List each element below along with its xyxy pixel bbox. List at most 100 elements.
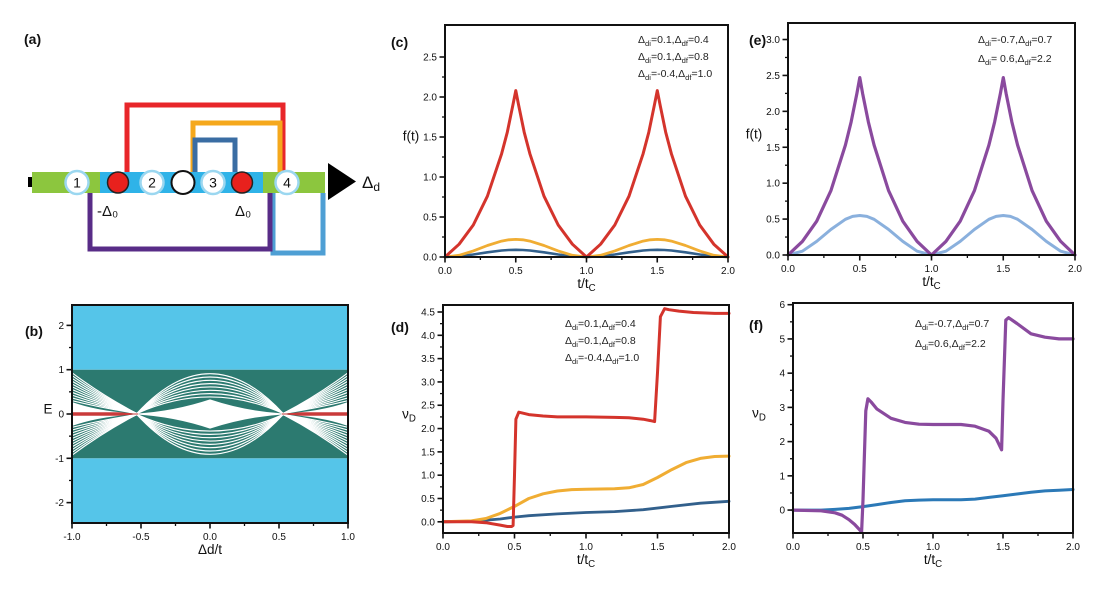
panel-c-xlabel: t/tC — [577, 276, 595, 294]
panel-e-ylabel: f(t) — [746, 126, 763, 141]
panel-f-legend-line: Δdi=-0.7,Δdf=0.7 — [915, 318, 989, 332]
panel-b-ytick: -2 — [55, 498, 64, 509]
panel-b-ytick: 0 — [58, 410, 64, 421]
panel-d-ytick: 2.5 — [421, 401, 435, 412]
panel-c-ytick: 0.0 — [423, 253, 437, 264]
panel-a-schematic: (a) Δd 1 2 3 4 — [24, 31, 380, 256]
panel-d-xtick: 1.0 — [579, 542, 593, 553]
panel-c-legend-line: Δdi=0.1,Δdf=0.8 — [638, 51, 709, 65]
site-1-number: 1 — [73, 175, 81, 191]
panel-f-ytick: 6 — [779, 300, 785, 311]
panel-b-xtick: 0.5 — [272, 532, 286, 543]
panel-c-legend-line: Δdi=-0.4,Δdf=1.0 — [638, 68, 712, 82]
panel-e-ytick: 0.5 — [766, 215, 780, 226]
panel-d-ytick: 4.0 — [421, 331, 435, 342]
panel-c-xtick: 1.0 — [580, 266, 594, 277]
panel-d-legend-line: Δdi=-0.4,Δdf=1.0 — [565, 352, 639, 366]
ingap-band — [72, 369, 348, 414]
panel-b-xtick: 1.0 — [341, 532, 355, 543]
panel-e-xtick: 0.5 — [853, 264, 867, 275]
panel-f-xtick: 0.0 — [786, 542, 800, 553]
bulk-band — [72, 458, 348, 523]
panel-e-xtick: 0.0 — [781, 264, 795, 275]
panel-c-legend-line: Δdi=0.1,Δdf=0.4 — [638, 34, 709, 48]
panel-d-chart: 0.0 0.5 1.0 1.5 2.0 0.0 0.5 1.0 1.5 2.0 2.5 3.0 3.5 4… — [402, 304, 736, 570]
panel-e-ytick: 2.5 — [766, 71, 780, 82]
panel-c-ytick: 0.5 — [423, 213, 437, 224]
panel-c-xtick: 2.0 — [721, 266, 735, 277]
panel-c-ytick: 2.5 — [423, 53, 437, 64]
vacancy-circle — [170, 170, 196, 195]
panel-c-ytick: 2.0 — [423, 93, 437, 104]
chart-layers: -1.0 -0.5 0.0 0.5 1.0 -2 -1 0 1 2 Δd/t E 0.0 0.5 1.0 1.… — [43, 22, 1082, 570]
panel-d-ytick: 3.0 — [421, 377, 435, 388]
panel-e-ytick: 3.0 — [766, 35, 780, 46]
panel-d-legend-line: Δdi=0.1,Δdf=0.8 — [565, 335, 636, 349]
bond-purple — [87, 193, 273, 252]
panel-d-xtick: 2.0 — [722, 542, 736, 553]
panel-b-ytick: 1 — [58, 365, 64, 376]
panel-b-xtick: -1.0 — [63, 532, 81, 543]
panel-c-xtick: 1.5 — [650, 266, 664, 277]
panel-f-label: (f) — [749, 317, 763, 333]
band-stripes — [72, 372, 348, 456]
panel-f-series — [791, 488, 1075, 512]
panel-e-xlabel: t/tC — [922, 274, 940, 292]
panel-e-ytick: 2.0 — [766, 107, 780, 118]
panel-c-ytick: 1.5 — [423, 133, 437, 144]
panel-f-xtick: 1.0 — [926, 542, 940, 553]
panel-e-ytick: 1.0 — [766, 179, 780, 190]
panel-c-label: (c) — [391, 34, 408, 50]
impurity-circle-right — [230, 171, 254, 194]
site-circle-1 — [64, 169, 90, 196]
panel-d-ytick: 1.0 — [421, 471, 435, 482]
panel-f-ylabel: νD — [752, 405, 766, 423]
panel-e-ytick: 1.5 — [766, 143, 780, 154]
panel-f-ytick: 1 — [779, 471, 785, 482]
panel-e-legend-line: Δdi=-0.7,Δdf=0.7 — [978, 34, 1052, 48]
bond-red — [124, 102, 286, 172]
panel-d-ytick: 2.0 — [421, 424, 435, 435]
panel-d-xtick: 0.5 — [508, 542, 522, 553]
panel-d-ytick: 1.5 — [421, 447, 435, 458]
site-circle-2 — [139, 169, 165, 196]
site-3-number: 3 — [209, 175, 217, 191]
arrow-label: Δd — [362, 173, 380, 194]
panel-f-xtick: 1.5 — [996, 542, 1010, 553]
panel-b-xtick: -0.5 — [132, 532, 150, 543]
panel-f-legend-line: Δdi=0.6,Δdf=2.2 — [915, 338, 986, 352]
panel-e-ytick: 0.0 — [766, 251, 780, 262]
bulk-band — [72, 305, 348, 370]
panel-f-xtick: 2.0 — [1066, 542, 1080, 553]
panel-e-xtick: 1.0 — [925, 264, 939, 275]
panel-c-series — [443, 237, 730, 259]
panel-d-xtick: 0.0 — [436, 542, 450, 553]
panel-d-series — [441, 499, 731, 524]
panel-b-ytick: -1 — [55, 454, 64, 465]
panel-f-chart: 0.0 0.5 1.0 1.5 2.0 0 1 2 3 4 5 6 t/tC νD Δdi=-0.7,Δdf… — [752, 300, 1080, 570]
panel-f-ytick: 3 — [779, 403, 785, 414]
panel-f-xtick: 0.5 — [856, 542, 870, 553]
site-2-number: 2 — [148, 175, 156, 191]
panel-e-label: (e) — [749, 32, 766, 48]
panel-a-label: (a) — [24, 31, 41, 47]
panel-b-ytick: 2 — [58, 321, 64, 332]
panel-d-ytick: 0.0 — [421, 517, 435, 528]
panel-b-xtick: 0.0 — [203, 532, 217, 543]
panel-b-xlabel: Δd/t — [198, 542, 222, 557]
panel-e-chart: 0.0 0.5 1.0 1.5 2.0 0.0 0.5 1.0 1.5 2.0 2.5 3.0 t/tC… — [746, 22, 1082, 292]
panel-b-ylabel: E — [43, 402, 52, 417]
impurity-circle-left — [106, 171, 130, 194]
chain-left-end — [28, 177, 34, 187]
panel-f-ytick: 5 — [779, 334, 785, 345]
panel-d-ytick: 4.5 — [421, 307, 435, 318]
panel-d-ytick: 0.5 — [421, 494, 435, 505]
panel-d-legend-line: Δdi=0.1,Δdf=0.4 — [565, 318, 636, 332]
impurity-right-label: Δ₀ — [235, 203, 251, 220]
panel-c-series — [443, 89, 730, 259]
panel-c-chart: 0.0 0.5 1.0 1.5 2.0 0.0 0.5 1.0 1.5 2.0 2.5 t/tC f(t… — [403, 24, 735, 294]
panel-f-xlabel: t/tC — [924, 552, 942, 570]
site-circle-3 — [200, 169, 226, 196]
panel-c-xtick: 0.5 — [509, 266, 523, 277]
